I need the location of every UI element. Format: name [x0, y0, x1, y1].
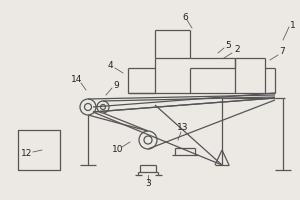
- Text: 1: 1: [290, 21, 296, 29]
- Text: 7: 7: [279, 47, 285, 56]
- Text: 3: 3: [145, 180, 151, 188]
- Text: 4: 4: [107, 60, 113, 70]
- Text: 2: 2: [234, 46, 240, 54]
- Text: 9: 9: [113, 80, 119, 90]
- Text: 5: 5: [225, 40, 231, 49]
- Text: 10: 10: [112, 146, 124, 154]
- Text: 12: 12: [21, 148, 33, 158]
- Text: 13: 13: [177, 123, 189, 132]
- Text: 6: 6: [182, 12, 188, 21]
- Text: 14: 14: [71, 75, 83, 84]
